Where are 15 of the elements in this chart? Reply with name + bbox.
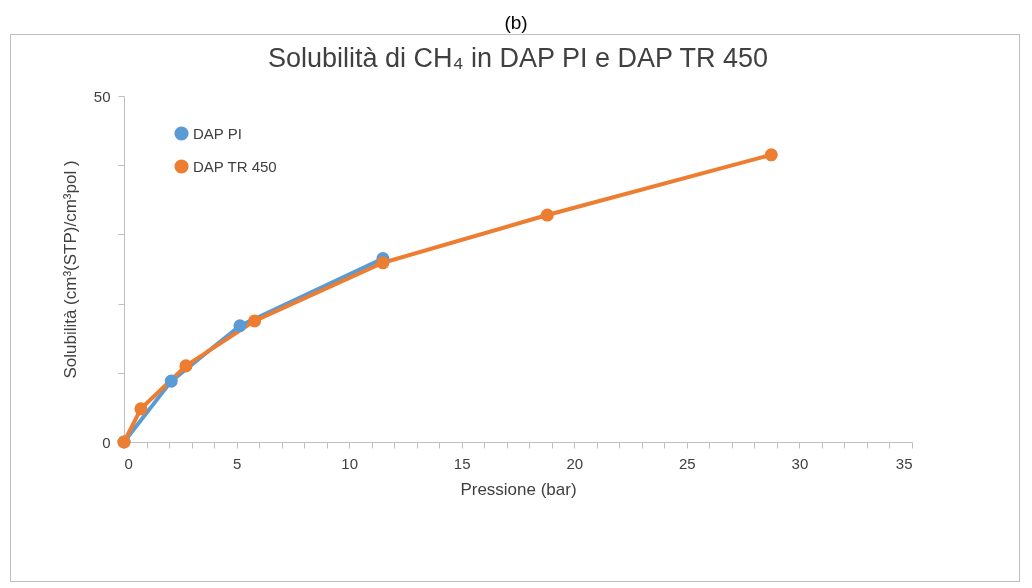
y-axis-title: Solubilità (cm³(STP)/cm³pol ) xyxy=(60,160,80,379)
x-tick-label: 5 xyxy=(232,454,242,472)
x-tick-label: 10 xyxy=(341,454,358,472)
x-tick-label: 35 xyxy=(895,454,913,472)
chart-title: Solubilità di CH₄ in DAP PI e DAP TR 450 xyxy=(267,43,769,73)
legend-label: DAP PI xyxy=(193,124,242,142)
x-tick-label: 25 xyxy=(679,454,696,472)
x-tick-label: 20 xyxy=(566,454,584,472)
x-tick-label: 30 xyxy=(791,454,809,472)
x-tick-label: 0 xyxy=(124,454,133,472)
x-tick-label: 15 xyxy=(453,454,471,472)
legend-label: DAP TR 450 xyxy=(193,157,277,175)
x-axis-title: Pressione (bar) xyxy=(460,479,577,499)
y-tick-label: 50 xyxy=(93,87,111,105)
text: (b) xyxy=(503,11,529,34)
